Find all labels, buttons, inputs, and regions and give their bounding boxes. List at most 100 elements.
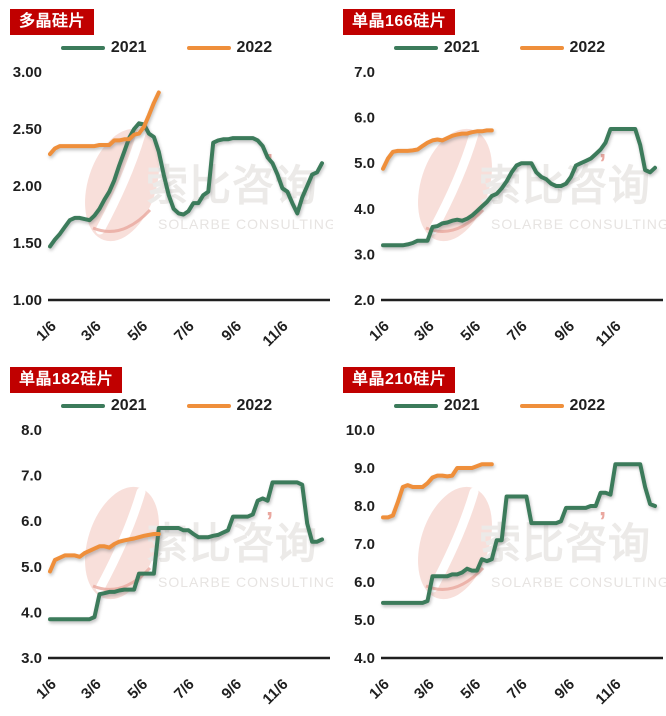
chart-title-poly-wafer: 多晶硅片 [10,9,95,36]
legend-item-2022: 2022 [186,39,273,57]
watermark-quote-mark: ’ [266,148,273,178]
x-tick-label: 7/6 [504,318,531,345]
y-tick-label: 4.0 [354,201,375,218]
line-chart-mono-210-wafer: 索比咨询 SOLARBE CONSULTING ’ 4.0 5.0 6.0 7.0 8.0 9.… [346,422,666,708]
y-tick-label: 6.0 [354,574,375,591]
series-line-2021 [48,480,324,622]
legend-label-2021: 2021 [110,397,147,415]
x-tick-label: 1/6 [33,676,60,703]
watermark-quote-mark: ’ [599,148,606,178]
watermark-quote-mark: ’ [599,506,606,536]
watermark-zh-text: 索比咨询 [146,162,318,209]
chart-title-mono-182-wafer: 单晶182硅片 [10,367,123,394]
legend-swatch-2022 [519,45,564,51]
x-tick-label: 9/6 [551,318,578,345]
x-tick-label: 9/6 [218,318,245,345]
chart-legend: 2021 2022 [333,38,666,58]
legend-swatch-2021 [393,45,438,51]
y-tick-label: 6.0 [354,110,375,127]
x-tick-label: 7/6 [171,676,198,703]
series-line-2021 [48,121,324,249]
legend-swatch-2021 [60,403,105,409]
y-tick-label: 2.0 [354,292,375,309]
x-tick-label: 9/6 [218,676,245,703]
x-tick-label: 11/6 [259,676,291,708]
series-line-2022 [381,128,494,171]
legend-swatch-2022 [186,403,231,409]
y-tick-label: 4.0 [21,605,42,622]
x-tick-label: 3/6 [411,318,438,345]
x-tick-label: 11/6 [592,318,624,350]
legend-item-2022: 2022 [519,397,605,415]
legend-label-2022: 2022 [569,39,606,57]
series-line-2021 [381,462,657,606]
series-line-2022 [48,532,161,574]
y-tick-label: 8.0 [21,422,42,439]
legend-item-2022: 2022 [519,39,606,57]
y-tick-label: 5.0 [21,559,42,576]
y-tick-label: 10.0 [346,422,375,439]
legend-swatch-2022 [519,403,564,409]
chart-legend: 2021 2022 [0,38,333,58]
legend-item-2021: 2021 [60,397,147,415]
chart-title-mono-210-wafer: 单晶210硅片 [343,367,456,394]
x-tick-label: 1/6 [366,318,393,345]
chart-panel-mono-210-wafer: 单晶210硅片 2021 2022 索比咨询 SOLARBE CONSULTING… [333,358,666,716]
y-tick-label: 6.0 [21,513,42,530]
chart-legend: 2021 2022 [333,396,666,416]
y-tick-label: 5.0 [354,612,375,629]
x-tick-label: 1/6 [366,676,393,703]
legend-item-2021: 2021 [393,39,480,57]
watermark-en-text: SOLARBE CONSULTING [491,216,666,232]
y-tick-label: 2.50 [13,121,42,138]
watermark-en-text: SOLARBE CONSULTING [158,574,333,590]
x-tick-label: 11/6 [259,318,291,350]
chart-panel-mono-182-wafer: 单晶182硅片 2021 2022 索比咨询 SOLARBE CONSULTING… [0,358,333,716]
y-tick-label: 4.0 [354,650,375,667]
y-tick-label: 5.0 [354,155,375,172]
legend-swatch-2021 [60,45,105,51]
y-tick-label: 7.0 [354,64,375,81]
x-tick-label: 3/6 [78,676,105,703]
y-tick-label: 7.0 [21,468,42,485]
x-tick-label: 7/6 [171,318,198,345]
y-tick-label: 9.0 [354,460,375,477]
y-tick-label: 3.0 [21,650,42,667]
chart-panel-poly-wafer: 多晶硅片 2021 2022 索比咨询 SOLARBE CONSULTING ’ 1.… [0,0,333,358]
y-tick-label: 7.0 [354,536,375,553]
x-tick-label: 3/6 [411,676,438,703]
solarbe-watermark: 索比咨询 SOLARBE CONSULTING ’ [85,129,333,242]
legend-label-2022: 2022 [236,39,273,57]
legend-item-2022: 2022 [186,397,273,415]
legend-label-2022: 2022 [236,397,273,415]
legend-label-2021: 2021 [443,397,480,415]
y-tick-label: 2.00 [13,178,42,195]
chart-panel-mono-166-wafer: 单晶166硅片 2021 2022 索比咨询 SOLARBE CONSULTING… [333,0,666,358]
x-tick-label: 5/6 [124,676,151,703]
x-tick-label: 1/6 [33,318,60,345]
y-tick-label: 1.50 [13,235,42,252]
series-line-2022 [48,90,161,157]
series-line-2021 [381,127,657,248]
series-line-2022 [381,462,494,520]
legend-item-2021: 2021 [60,39,147,57]
y-tick-label: 1.00 [13,292,42,309]
legend-label-2021: 2021 [443,39,480,57]
legend-swatch-2022 [186,45,231,51]
legend-swatch-2021 [393,403,438,409]
x-tick-label: 3/6 [78,318,105,345]
x-tick-label: 5/6 [124,318,151,345]
x-tick-label: 5/6 [457,676,484,703]
watermark-en-text: SOLARBE CONSULTING [158,216,333,232]
watermark-zh-text: 索比咨询 [479,520,651,567]
y-tick-label: 3.0 [354,247,375,264]
chart-title-mono-166-wafer: 单晶166硅片 [343,9,456,36]
line-chart-poly-wafer: 索比咨询 SOLARBE CONSULTING ’ 1.00 1.50 2.00 2.50 3… [13,64,333,350]
x-tick-label: 7/6 [504,676,531,703]
chart-legend: 2021 2022 [0,396,333,416]
